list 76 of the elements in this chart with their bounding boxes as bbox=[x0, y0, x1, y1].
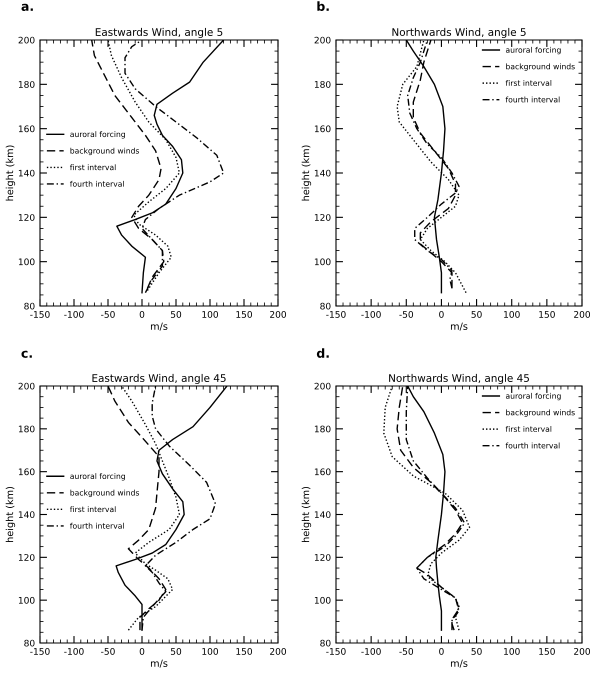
x-tick-label: 50 bbox=[170, 311, 182, 318]
x-tick-label: -50 bbox=[101, 311, 115, 318]
x-tick-label: 150 bbox=[236, 648, 252, 655]
chart-title: Northwards Wind, angle 45 bbox=[389, 374, 529, 384]
y-tick-label: 120 bbox=[18, 554, 35, 561]
text: d. bbox=[316, 348, 329, 358]
x-tick-label: 200 bbox=[270, 311, 286, 318]
y-tick-label: 200 bbox=[18, 36, 35, 44]
x-tick-label: -100 bbox=[64, 311, 84, 318]
y-axis-title: height (km) bbox=[6, 486, 16, 542]
y-tick-label: 160 bbox=[314, 468, 331, 476]
y-axis-title: height (km) bbox=[6, 145, 16, 200]
y-tick-label: 80 bbox=[24, 640, 35, 647]
y-tick-label: 200 bbox=[314, 36, 331, 44]
x-tick-label: 200 bbox=[574, 311, 590, 318]
x-tick-label: 150 bbox=[236, 311, 252, 318]
x-tick-label: 200 bbox=[574, 648, 590, 655]
y-tick-label: 140 bbox=[314, 170, 331, 177]
x-tick-label: -100 bbox=[361, 311, 381, 318]
x-tick-label: 100 bbox=[504, 648, 520, 655]
y-tick-label: 140 bbox=[18, 511, 35, 518]
x-tick-label: 150 bbox=[539, 311, 555, 318]
text: b. bbox=[317, 1, 329, 11]
y-tick-label: 80 bbox=[320, 640, 331, 647]
x-tick-label: -150 bbox=[30, 311, 50, 318]
x-tick-label: 50 bbox=[472, 311, 482, 318]
y-tick-label: 80 bbox=[320, 302, 331, 310]
y-tick-label: 80 bbox=[24, 302, 35, 310]
x-tick-label: 0 bbox=[140, 311, 144, 318]
y-tick-label: 100 bbox=[18, 596, 35, 604]
x-axis-title: m/s bbox=[150, 660, 168, 668]
y-tick-label: 180 bbox=[314, 426, 331, 432]
y-tick-label: 120 bbox=[314, 554, 331, 561]
y-tick-label: 180 bbox=[18, 426, 35, 432]
x-tick-label: 0 bbox=[439, 648, 444, 655]
x-tick-label: -150 bbox=[30, 648, 50, 655]
text: a. bbox=[21, 4, 33, 11]
y-tick-label: 160 bbox=[314, 125, 331, 132]
x-tick-label: -50 bbox=[101, 648, 115, 655]
x-tick-label: 50 bbox=[472, 648, 482, 655]
y-tick-label: 200 bbox=[314, 382, 331, 390]
chart-title: Eastwards Wind, angle 45 bbox=[92, 374, 226, 384]
chart-title: Eastwards Wind, angle 5 bbox=[96, 28, 222, 38]
y-tick-label: 100 bbox=[314, 258, 331, 266]
y-tick-label: 180 bbox=[18, 81, 35, 88]
x-axis-title: m/s bbox=[450, 322, 468, 331]
text: c. bbox=[21, 350, 32, 358]
y-tick-label: 100 bbox=[18, 258, 35, 266]
y-tick-label: 160 bbox=[18, 125, 35, 132]
y-tick-label: 100 bbox=[314, 596, 331, 604]
y-tick-label: 180 bbox=[314, 81, 331, 88]
y-tick-label: 120 bbox=[18, 214, 35, 221]
x-tick-label: 150 bbox=[539, 648, 555, 655]
y-tick-label: 120 bbox=[314, 214, 331, 221]
x-tick-label: -150 bbox=[326, 648, 346, 655]
x-tick-label: 0 bbox=[140, 648, 144, 655]
x-tick-label: 100 bbox=[202, 311, 218, 318]
y-axis-title: height (km) bbox=[302, 486, 312, 542]
x-tick-label: 100 bbox=[504, 311, 520, 318]
chart-title: Northwards Wind, angle 5 bbox=[392, 28, 526, 38]
y-tick-label: 160 bbox=[18, 468, 35, 476]
x-tick-label: -50 bbox=[399, 311, 414, 318]
x-tick-label: -50 bbox=[399, 648, 414, 655]
y-tick-label: 140 bbox=[18, 170, 35, 177]
x-tick-label: 50 bbox=[170, 648, 182, 655]
y-tick-label: 140 bbox=[314, 511, 331, 518]
y-axis-title: height (km) bbox=[302, 145, 312, 200]
x-tick-label: 100 bbox=[202, 648, 218, 655]
x-tick-label: 0 bbox=[439, 311, 444, 318]
y-tick-label: 200 bbox=[18, 382, 35, 390]
x-tick-label: -100 bbox=[64, 648, 84, 655]
x-tick-label: -150 bbox=[326, 311, 346, 318]
x-tick-label: -100 bbox=[361, 648, 381, 655]
x-axis-title: m/s bbox=[450, 660, 468, 668]
x-axis-title: m/s bbox=[150, 322, 168, 331]
x-tick-label: 200 bbox=[270, 648, 286, 655]
